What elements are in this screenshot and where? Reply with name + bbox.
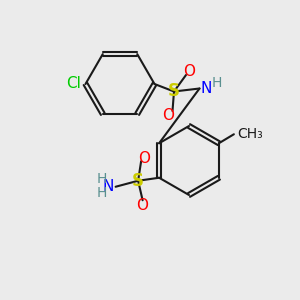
Text: O: O: [162, 108, 174, 123]
Text: N: N: [103, 178, 114, 194]
Text: S: S: [168, 82, 180, 100]
Text: O: O: [136, 198, 148, 213]
Text: CH₃: CH₃: [238, 127, 263, 141]
Text: O: O: [138, 151, 150, 166]
Text: Cl: Cl: [66, 76, 81, 92]
Text: H: H: [97, 172, 107, 186]
Text: N: N: [201, 81, 212, 96]
Text: S: S: [132, 172, 144, 190]
Text: H: H: [97, 186, 107, 200]
Text: H: H: [212, 76, 223, 90]
Text: O: O: [183, 64, 195, 80]
